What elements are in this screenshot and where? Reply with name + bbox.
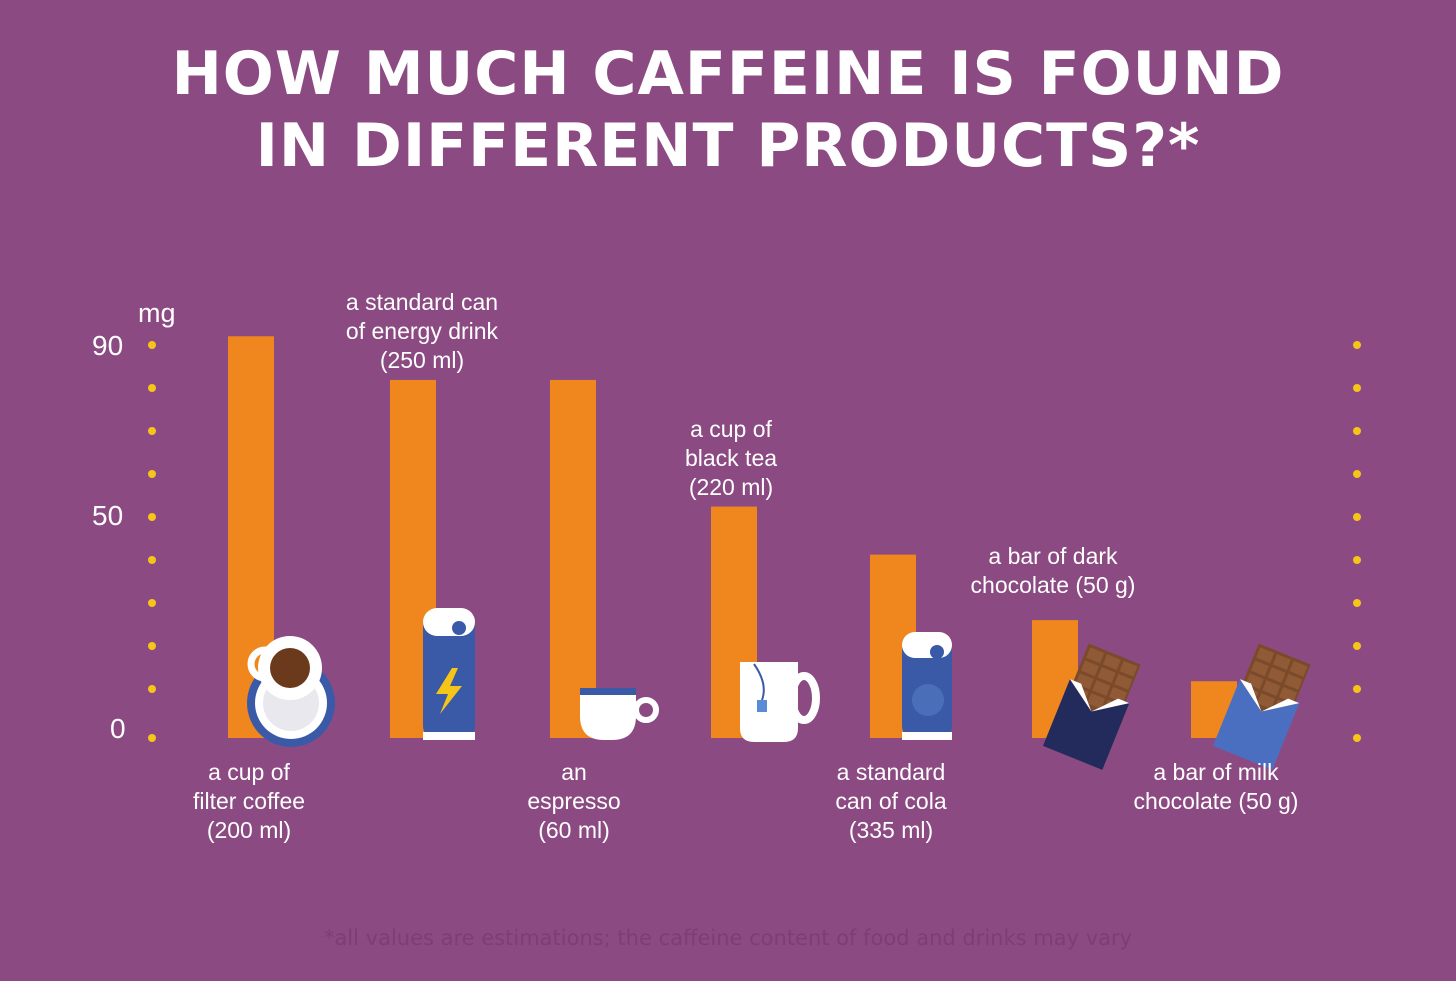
- axis-dot: [1353, 470, 1361, 478]
- y-tick-label: 90: [92, 330, 123, 361]
- bar-3: [550, 379, 596, 738]
- axis-dot: [1353, 734, 1361, 742]
- axis-dot: [148, 556, 156, 564]
- y-axis-unit: mg: [138, 298, 176, 328]
- category-label-4: a cup of black tea (220 ml): [685, 416, 777, 500]
- axis-dot: [148, 642, 156, 650]
- chart-title: HOW MUCH CAFFEINE IS FOUND IN DIFFERENT …: [0, 38, 1456, 182]
- axis-dot: [1353, 384, 1361, 392]
- axis-dot: [148, 470, 156, 478]
- axis-dot: [148, 427, 156, 435]
- title-line-2: IN DIFFERENT PRODUCTS?*: [255, 111, 1201, 181]
- caffeine-bar-chart: mg 0 50 90 a cup of filter coffee (200 ml) a …: [92, 289, 1361, 843]
- axis-dot: [1353, 513, 1361, 521]
- axis-dot: [1353, 599, 1361, 607]
- category-label-2: a standard can of energy drink (250 ml): [346, 289, 499, 373]
- axis-dot: [148, 685, 156, 693]
- axis-dot: [1353, 642, 1361, 650]
- energy-drink-can-icon: [423, 608, 475, 740]
- y-tick-label: 0: [110, 713, 126, 744]
- axis-dot: [1353, 556, 1361, 564]
- title-line-1: HOW MUCH CAFFEINE IS FOUND: [171, 39, 1285, 109]
- dark-chocolate-bar-icon: [1042, 643, 1141, 770]
- axis-dot: [1353, 427, 1361, 435]
- coffee-cup-icon: [247, 636, 335, 747]
- espresso-cup-icon: [580, 688, 659, 740]
- cola-can-icon: [902, 632, 952, 740]
- axis-dot: [1353, 685, 1361, 693]
- axis-dot: [1353, 341, 1361, 349]
- category-label-5: a standard can of cola (335 ml): [835, 759, 946, 843]
- axis-dot: [148, 341, 156, 349]
- category-label-1: a cup of filter coffee (200 ml): [193, 759, 305, 843]
- axis-dot: [148, 599, 156, 607]
- axis-dot: [148, 734, 156, 742]
- category-label-7: a bar of milk chocolate (50 g): [1134, 759, 1299, 814]
- category-label-6: a bar of dark chocolate (50 g): [971, 543, 1136, 598]
- axis-dot: [148, 384, 156, 392]
- footnote: *all values are estimations; the caffein…: [323, 926, 1133, 950]
- y-tick-label: 50: [92, 500, 123, 531]
- milk-chocolate-bar-icon: [1212, 643, 1311, 770]
- category-label-3: an espresso (60 ml): [527, 759, 620, 843]
- tea-mug-icon: [740, 662, 820, 742]
- axis-dot: [148, 513, 156, 521]
